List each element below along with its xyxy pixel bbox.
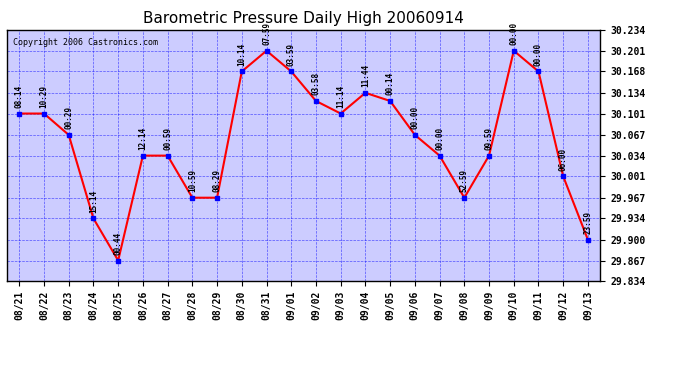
Text: 00:44: 00:44 [114,232,123,255]
Text: 10:14: 10:14 [237,43,246,66]
Text: 00:14: 00:14 [386,72,395,95]
Text: Copyright 2006 Castronics.com: Copyright 2006 Castronics.com [13,38,158,46]
Text: 00:00: 00:00 [534,43,543,66]
Title: Barometric Pressure Daily High 20060914: Barometric Pressure Daily High 20060914 [143,11,464,26]
Text: 08:14: 08:14 [14,85,23,108]
Text: 00:00: 00:00 [411,106,420,129]
Text: 23:59: 23:59 [584,211,593,234]
Text: 00:00: 00:00 [435,127,444,150]
Text: 52:59: 52:59 [460,169,469,192]
Text: 00:59: 00:59 [163,127,172,150]
Text: 00:29: 00:29 [64,106,73,129]
Text: 11:44: 11:44 [361,64,370,87]
Text: 06:00: 06:00 [559,148,568,171]
Text: 11:14: 11:14 [336,85,345,108]
Text: 03:58: 03:58 [311,72,320,95]
Text: 12:14: 12:14 [139,127,148,150]
Text: 09:59: 09:59 [484,127,493,150]
Text: 08:29: 08:29 [213,169,221,192]
Text: 10:29: 10:29 [39,85,48,108]
Text: 00:00: 00:00 [509,22,518,45]
Text: 07:59: 07:59 [262,22,271,45]
Text: 10:59: 10:59 [188,169,197,192]
Text: 03:59: 03:59 [287,43,296,66]
Text: 15:14: 15:14 [89,190,98,213]
